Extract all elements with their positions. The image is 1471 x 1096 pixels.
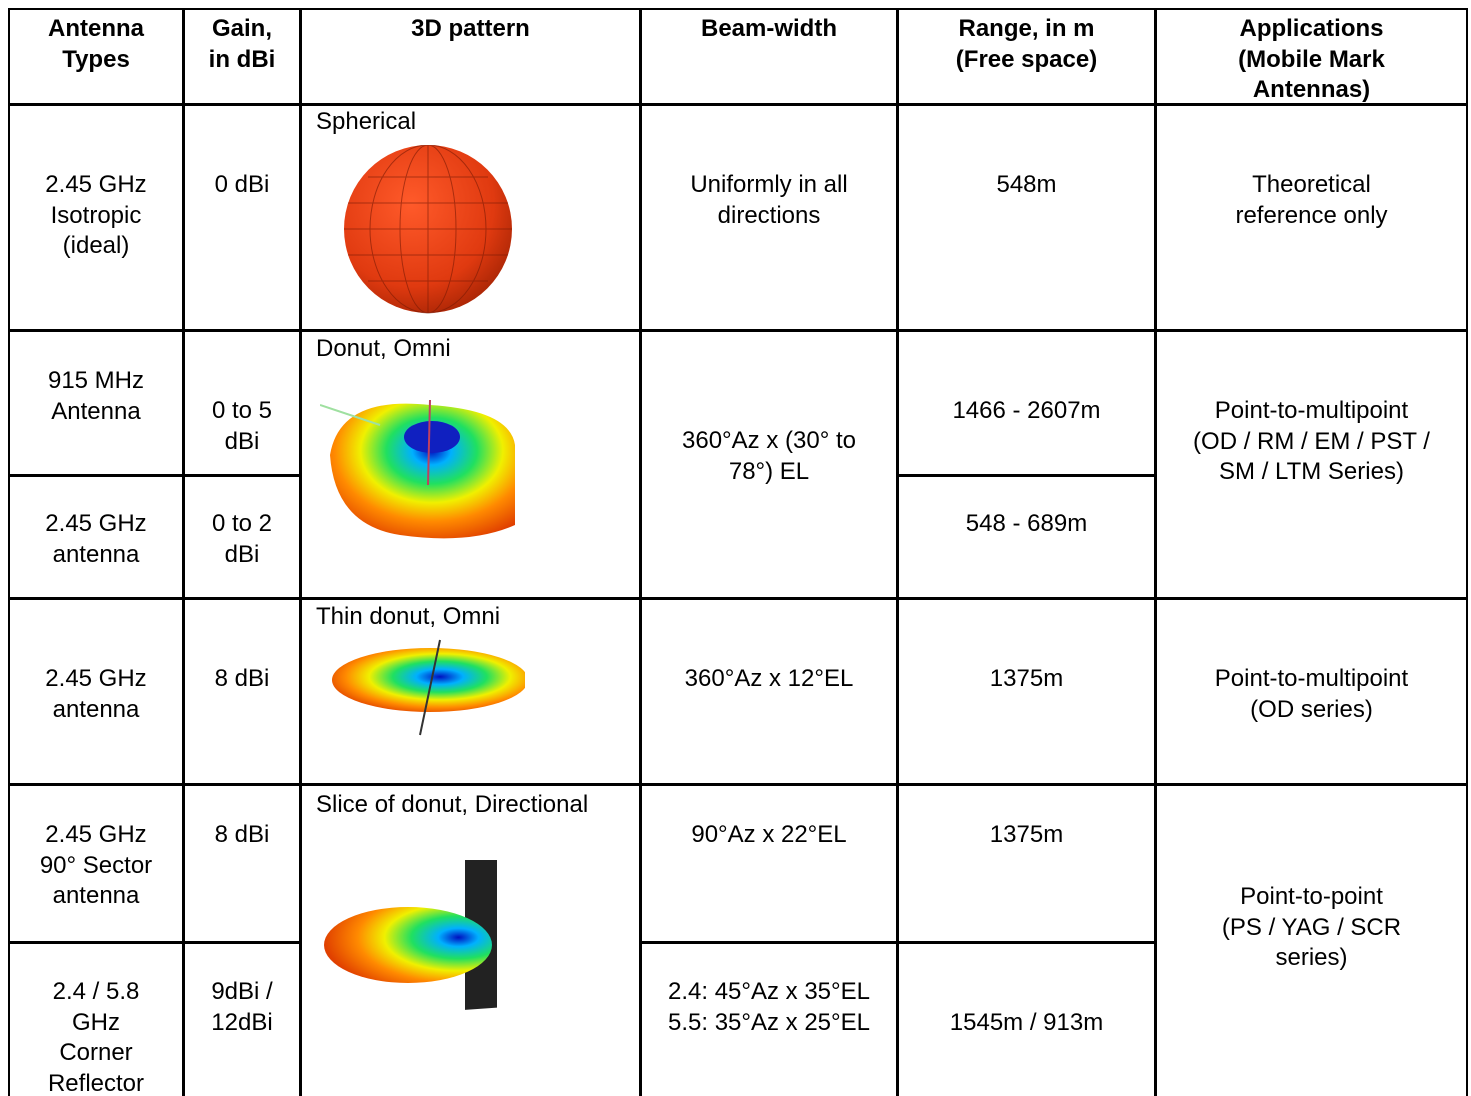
type-cell: 2.45 GHz 90° Sector antenna [8,784,184,943]
app-cell: Point-to-multipoint (OD / RM / EM / PST … [1155,330,1468,599]
pattern-label: Spherical [316,108,417,135]
header-cell: Applications (Mobile Mark Antennas) [1155,8,1468,105]
sphere-pattern [344,145,512,314]
app-cell: Theoretical reference only [1155,104,1468,331]
header-cell: 3D pattern [300,8,641,105]
beam-cell: 2.4: 45°Az x 35°EL 5.5: 35°Az x 25°EL [640,942,898,1096]
pattern-label: Slice of donut, Directional [316,791,589,818]
pattern-label: Thin donut, Omni [316,603,501,630]
type-cell: 2.45 GHz antenna [8,598,184,785]
range-cell: 548m [897,104,1156,331]
donut-pattern [320,399,515,539]
beam-cell: 360°Az x (30° to 78°) EL [640,330,898,599]
header-cell: Gain, in dBi [183,8,301,105]
pattern-cell: Thin donut, Omni [300,598,641,785]
gain-cell: 8 dBi [183,598,301,785]
header-cell: Beam-width [640,8,898,105]
type-cell: 2.4 / 5.8 GHz Corner Reflector [8,942,184,1096]
pattern-label: Donut, Omni [316,335,451,362]
range-cell: 1466 - 2607m [897,330,1156,476]
app-cell: Point-to-point (PS / YAG / SCR series) [1155,784,1468,1096]
slice-pattern [324,860,497,1010]
gain-cell: 8 dBi [183,784,301,943]
beam-cell: Uniformly in all directions [640,104,898,331]
range-cell: 1375m [897,598,1156,785]
type-cell: 2.45 GHz Isotropic (ideal) [8,104,184,331]
range-cell: 1545m / 913m [897,942,1156,1096]
gain-cell: 0 to 5 dBi [183,330,301,476]
gain-cell: 9dBi / 12dBi [183,942,301,1096]
gain-cell: 0 dBi [183,104,301,331]
thin-donut-pattern [332,639,525,736]
app-cell: Point-to-multipoint (OD series) [1155,598,1468,785]
range-cell: 1375m [897,784,1156,943]
beam-cell: 360°Az x 12°EL [640,598,898,785]
range-cell: 548 - 689m [897,475,1156,599]
type-cell: 915 MHz Antenna [8,330,184,476]
header-cell: Antenna Types [8,8,184,105]
header-cell: Range, in m (Free space) [897,8,1156,105]
type-cell: 2.45 GHz antenna [8,475,184,599]
beam-cell: 90°Az x 22°EL [640,784,898,943]
gain-cell: 0 to 2 dBi [183,475,301,599]
